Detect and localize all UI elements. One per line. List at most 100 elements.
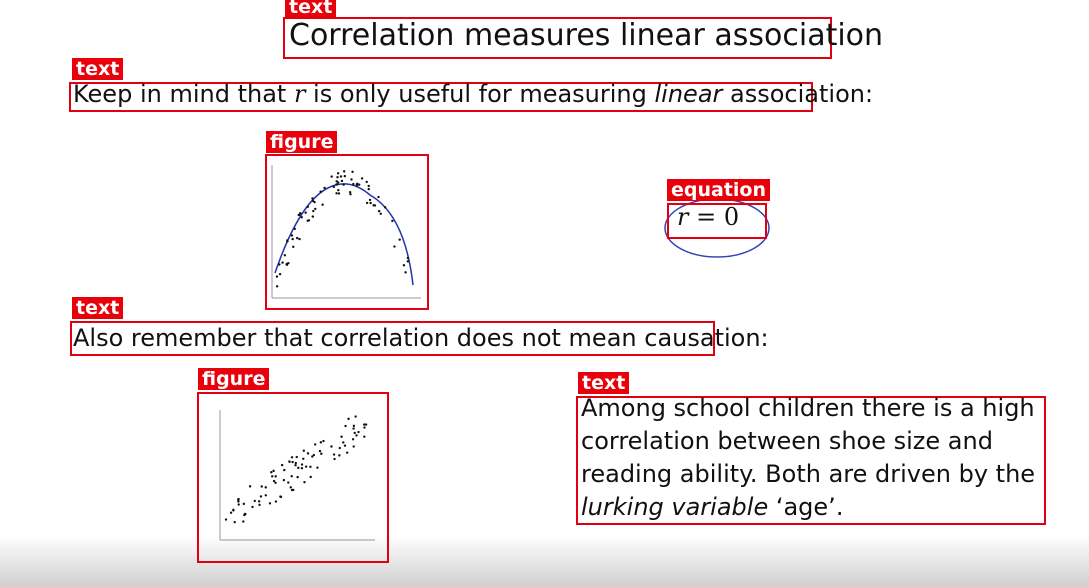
dot <box>311 199 315 203</box>
dot <box>365 201 369 205</box>
dot <box>336 172 340 175</box>
text: ‘age’. <box>768 493 844 521</box>
dot <box>283 254 287 257</box>
region-label: figure <box>266 131 338 153</box>
dot <box>340 179 344 183</box>
dot <box>258 503 261 507</box>
dot <box>297 213 300 217</box>
dot <box>338 454 341 457</box>
dot <box>312 209 315 213</box>
math: = 0 <box>688 203 740 231</box>
dot <box>248 485 252 488</box>
dot <box>237 503 240 506</box>
dot <box>291 460 294 464</box>
dot <box>278 263 281 266</box>
dot <box>229 511 233 514</box>
dot <box>318 449 322 453</box>
dot <box>251 505 254 509</box>
region-box <box>265 154 429 310</box>
dot <box>345 451 349 454</box>
dot <box>290 456 294 459</box>
dot <box>279 495 282 498</box>
dot <box>290 474 293 478</box>
dot <box>369 201 372 205</box>
dot <box>294 464 297 467</box>
dot <box>285 263 288 266</box>
dot <box>339 175 343 178</box>
dot <box>311 197 314 200</box>
emphasis: linear <box>654 80 723 108</box>
dot <box>290 234 294 237</box>
dot <box>322 439 325 443</box>
dot <box>295 455 298 459</box>
dot <box>311 455 314 458</box>
dot <box>260 485 263 488</box>
dot <box>343 444 347 447</box>
dot <box>352 445 355 448</box>
dot <box>286 240 289 243</box>
text: Keep in mind that <box>73 80 294 108</box>
region-box <box>667 203 767 239</box>
dot <box>355 434 358 437</box>
dot <box>335 180 338 183</box>
dot <box>336 176 339 179</box>
dot <box>340 435 343 438</box>
dot <box>330 445 333 448</box>
dot <box>300 466 304 470</box>
dot <box>337 192 341 195</box>
dot <box>406 256 410 260</box>
dot <box>354 415 357 418</box>
dot <box>383 206 387 209</box>
dot <box>351 170 354 174</box>
dot <box>332 453 336 456</box>
dot <box>292 245 295 249</box>
dot <box>373 204 377 207</box>
dot <box>350 178 353 181</box>
dot <box>344 424 347 428</box>
dot <box>357 430 360 434</box>
dot <box>377 209 381 213</box>
dot <box>364 423 368 426</box>
dot <box>243 512 247 516</box>
dot <box>289 486 292 489</box>
dot <box>232 508 235 512</box>
dot <box>335 192 338 195</box>
dot <box>358 183 361 186</box>
region-label: text <box>72 58 124 80</box>
dot <box>242 502 246 506</box>
dot <box>272 469 275 473</box>
region-label: text <box>72 297 124 319</box>
bottom-shade <box>0 535 1089 587</box>
dot <box>271 475 274 478</box>
dot <box>377 195 380 199</box>
dot <box>253 499 257 503</box>
region-label: figure <box>198 368 270 390</box>
text: is only useful for measuring <box>305 80 655 108</box>
dot <box>296 475 299 479</box>
dot <box>302 449 306 452</box>
region-label: text <box>285 0 337 18</box>
dot <box>312 453 316 457</box>
dot <box>347 417 350 421</box>
dot <box>398 238 401 241</box>
dot <box>309 475 312 479</box>
dot <box>274 475 277 478</box>
dot <box>342 441 345 444</box>
dot <box>280 463 284 467</box>
math: r <box>293 80 306 108</box>
dot <box>264 486 267 489</box>
dot <box>351 438 355 441</box>
dot <box>333 457 336 461</box>
text-line: Also remember that correlation does not … <box>73 324 769 352</box>
paragraph: Among school children there is a high co… <box>581 392 1046 524</box>
figure-plot-1 <box>271 165 421 299</box>
dot <box>349 192 352 196</box>
dot <box>363 435 366 438</box>
dot <box>337 188 340 192</box>
dot <box>320 452 323 455</box>
dot <box>275 275 279 278</box>
dot <box>338 446 341 450</box>
text: Among school children there is a high co… <box>581 394 1036 488</box>
dot <box>367 187 370 191</box>
